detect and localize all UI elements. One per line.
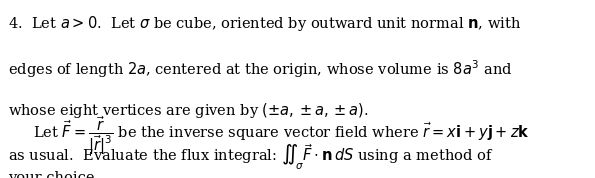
Text: 4.  Let $a > 0$.  Let $\sigma$ be cube, oriented by outward unit normal $\mathbf: 4. Let $a > 0$. Let $\sigma$ be cube, or… <box>8 14 521 33</box>
Text: Let $\vec{F} = \dfrac{\vec{r}}{|\vec{r}|^3}$ be the inverse square vector field : Let $\vec{F} = \dfrac{\vec{r}}{|\vec{r}|… <box>33 115 530 157</box>
Text: whose eight vertices are given by $(\pm a, \pm a, \pm a)$.: whose eight vertices are given by $(\pm … <box>8 101 368 121</box>
Text: edges of length $2a$, centered at the origin, whose volume is $8a^3$ and: edges of length $2a$, centered at the or… <box>8 59 512 80</box>
Text: your choice.: your choice. <box>8 171 99 178</box>
Text: as usual.  Evaluate the flux integral: $\iint_{\!\sigma}\vec{F}\cdot\mathbf{n}\,: as usual. Evaluate the flux integral: $\… <box>8 142 493 172</box>
